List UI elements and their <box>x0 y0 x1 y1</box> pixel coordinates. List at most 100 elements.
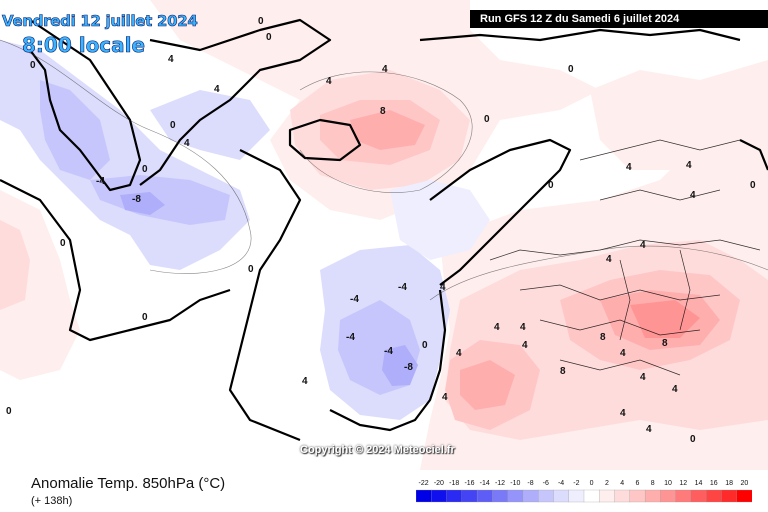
contour-value-label: 4 <box>214 84 220 95</box>
contour-value-label: -4 <box>398 282 407 293</box>
contour-value-label: 8 <box>380 106 386 117</box>
scale-label: 10 <box>664 480 672 487</box>
warm-anomaly-max-balkans <box>630 300 700 338</box>
coast-russia <box>739 139 768 171</box>
scale-label: -22 <box>419 480 429 487</box>
contour-value-label: -4 <box>346 332 355 343</box>
scale-swatch <box>522 489 539 503</box>
contour-value-label: -8 <box>132 194 141 205</box>
coastlines <box>0 18 768 442</box>
contour-value-label: 4 <box>494 322 500 333</box>
scale-label: -20 <box>434 480 444 487</box>
scale-swatch <box>431 489 448 503</box>
cold-anomaly-region-canada <box>150 90 270 160</box>
scale-swatch <box>721 489 738 503</box>
scale-label: -8 <box>527 480 533 487</box>
local-time-label: 8:00 locale <box>22 33 146 58</box>
coast-europe-west <box>329 289 447 432</box>
color-scale: -22 -20 -18 -16 -14 -12 -10 -8 -6 -4 -2 0 2 4 6 8 10 12 14… <box>416 480 752 503</box>
coast-labrador <box>0 179 231 342</box>
scale-swatch <box>583 489 600 503</box>
scale-swatch <box>507 489 524 503</box>
scale-label: -18 <box>449 480 459 487</box>
map-variable-title: Anomalie Temp. 850hPa (°C) <box>31 475 226 492</box>
scale-label: -2 <box>573 480 579 487</box>
scale-swatch <box>461 489 478 503</box>
scale-label: 14 <box>695 480 703 487</box>
contour-value-label: 0 <box>6 406 12 417</box>
contour-value-label: 0 <box>484 114 490 125</box>
scale-label: 0 <box>590 480 594 487</box>
coast-canada-arctic <box>139 18 332 186</box>
scale-swatch <box>568 489 585 503</box>
scale-swatch <box>736 489 752 503</box>
contour-value-label: 0 <box>30 60 36 71</box>
border-5 <box>579 139 741 161</box>
scale-label: -14 <box>480 480 490 487</box>
scale-swatch <box>553 489 570 503</box>
forecast-lead-time: (+ 138h) <box>31 495 73 507</box>
contour-value-label: 4 <box>640 240 646 251</box>
contour-value-label: 4 <box>522 340 528 351</box>
contour-value-label: 0 <box>248 264 254 275</box>
scale-label: 16 <box>710 480 718 487</box>
scale-label: 12 <box>679 480 687 487</box>
scale-swatch <box>706 489 722 503</box>
legend-footer: Anomalie Temp. 850hPa (°C) (+ 138h) -22-… <box>0 470 768 512</box>
coast-greenland <box>29 19 142 192</box>
contour-value-label: 4 <box>326 76 332 87</box>
scale-swatch <box>599 489 616 503</box>
contour-1 <box>0 39 252 274</box>
contour-value-label: 4 <box>302 376 308 387</box>
contour-value-label: 4 <box>520 322 526 333</box>
scale-swatch <box>476 489 493 503</box>
border-7 <box>619 259 631 341</box>
contour-value-label: 8 <box>662 338 668 349</box>
contour-2 <box>299 71 473 193</box>
valid-date-label: Vendredi 12 juillet 2024 <box>2 12 198 31</box>
contour-value-label: 4 <box>440 282 446 293</box>
scale-label: 18 <box>725 480 733 487</box>
contour-value-label: 4 <box>620 408 626 419</box>
contour-value-label: -4 <box>96 176 105 187</box>
scale-swatch <box>614 489 631 503</box>
cold-anomaly-core-greenland <box>40 80 110 180</box>
scale-label: 4 <box>620 480 624 487</box>
scale-label: 20 <box>741 480 749 487</box>
coast-scandinavia <box>429 138 572 286</box>
scale-swatch <box>629 489 646 503</box>
contour-value-label: 4 <box>646 424 652 435</box>
scale-swatch <box>492 489 509 503</box>
contour-value-label: 4 <box>382 64 388 75</box>
coast-arctic-top <box>419 28 741 42</box>
scale-swatch <box>416 489 432 503</box>
contour-value-label: 4 <box>672 384 678 395</box>
contour-value-label: -4 <box>384 346 393 357</box>
cold-anomaly-peak-labrador <box>120 192 165 215</box>
scale-label: -4 <box>558 480 564 487</box>
contour-value-label: 4 <box>620 348 626 359</box>
contour-value-label: 4 <box>184 138 190 149</box>
warm-anomaly-west-edge <box>0 220 30 310</box>
contour-value-label: 0 <box>60 238 66 249</box>
border-3 <box>539 319 701 336</box>
contour-value-label: -4 <box>350 294 359 305</box>
contour-value-label: 4 <box>626 162 632 173</box>
border-4 <box>559 359 681 376</box>
scale-label: 8 <box>651 480 655 487</box>
coast-north-atlantic-basin <box>228 149 302 442</box>
cold-anomaly-core-labrador <box>90 175 230 225</box>
contour-value-label: 0 <box>548 180 554 191</box>
scale-label: -16 <box>464 480 474 487</box>
country-borders <box>489 139 761 376</box>
contour-value-label: 0 <box>690 434 696 445</box>
contour-value-label: 4 <box>168 54 174 65</box>
border-8 <box>679 249 691 331</box>
scale-swatch <box>675 489 692 503</box>
cold-anomaly-region-north-sea <box>390 180 490 260</box>
scale-swatch <box>644 489 661 503</box>
scale-label: -10 <box>510 480 520 487</box>
contour-value-label: 4 <box>686 160 692 171</box>
